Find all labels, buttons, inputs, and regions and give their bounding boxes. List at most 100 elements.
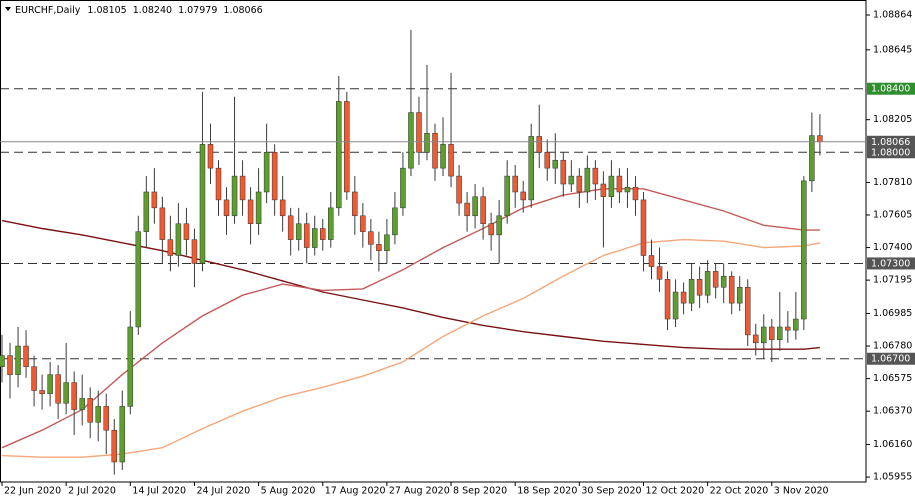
candle-body <box>817 135 823 143</box>
level-badge <box>867 352 915 365</box>
candle-body <box>223 199 230 217</box>
y-tick-label: 1.07810 <box>873 177 912 188</box>
y-tick-label: 1.05955 <box>873 472 912 483</box>
candle-body <box>287 215 294 240</box>
level-label: 1.06700 <box>871 354 910 365</box>
level-label: 1.08000 <box>871 147 910 158</box>
candle-body <box>247 199 254 224</box>
candle-body <box>135 231 142 328</box>
moving-average <box>1 238 821 458</box>
candle-body <box>664 279 671 320</box>
candle-body <box>536 136 542 153</box>
candle-body <box>127 326 134 407</box>
y-tick-label: 1.06985 <box>873 308 912 319</box>
y-tick-label: 1.07195 <box>873 275 912 286</box>
x-tick-label: 24 Jul 2020 <box>196 486 250 497</box>
y-tick-label: 1.08864 <box>873 10 912 21</box>
low-value: 1.07979 <box>178 5 217 16</box>
candle-body <box>712 271 719 288</box>
candle-body <box>368 231 374 245</box>
candle-body <box>344 101 350 193</box>
candle-body <box>616 175 623 193</box>
level-label: 1.08400 <box>871 84 910 95</box>
candle-body <box>360 215 366 232</box>
candle-body <box>472 196 478 217</box>
open-value: 1.08105 <box>87 5 126 16</box>
candle-body <box>392 207 398 236</box>
candle-body <box>279 199 286 217</box>
candle-body <box>151 191 158 209</box>
candle-body <box>319 228 326 240</box>
y-tick-label: 1.07605 <box>873 209 912 220</box>
x-tick-label: 2 Jul 2020 <box>68 486 116 497</box>
candle-body <box>31 366 37 391</box>
moving-average <box>1 219 820 350</box>
candle-body <box>656 266 663 280</box>
y-tick-label: 1.08205 <box>873 114 912 125</box>
x-tick-label: 5 Aug 2020 <box>261 486 316 497</box>
candle-body <box>15 345 21 375</box>
candle-body <box>632 186 639 201</box>
y-tick-label: 1.06575 <box>873 373 912 384</box>
candle-body <box>680 291 687 304</box>
candle-body <box>672 291 679 320</box>
y-tick-label: 1.06370 <box>873 406 912 417</box>
candle-body <box>183 223 190 240</box>
candle-body <box>231 175 238 217</box>
x-tick-label: 22 Jun 2020 <box>4 486 61 497</box>
candle-body <box>311 228 318 248</box>
candle-body <box>688 279 695 304</box>
candle-body <box>255 191 262 224</box>
candle-body <box>215 167 222 201</box>
moving-average <box>1 188 820 449</box>
level-badge <box>867 82 915 95</box>
candle-body <box>63 382 69 404</box>
candle-body <box>704 271 711 296</box>
candle-body <box>488 223 494 236</box>
candle-body <box>7 355 13 375</box>
candle-body <box>408 112 414 169</box>
menu-arrow <box>5 7 11 11</box>
candle-body <box>744 287 751 336</box>
candle-body <box>71 382 77 410</box>
level-badge <box>867 146 915 159</box>
x-tick-label: 14 Jul 2020 <box>132 486 186 497</box>
candle-body <box>648 255 655 267</box>
level-label: 1.07300 <box>871 258 910 269</box>
candle-body <box>416 112 422 153</box>
candle-body <box>552 159 559 169</box>
candle-body <box>336 101 342 209</box>
price-label: 1.08066 <box>871 137 910 148</box>
candle-body <box>424 132 430 153</box>
candle-body <box>79 398 85 410</box>
candle-body <box>600 183 607 197</box>
candle-body <box>175 223 182 256</box>
x-tick-label: 12 Oct 2020 <box>645 486 704 497</box>
candle-body <box>87 398 93 423</box>
candle-body <box>809 135 815 182</box>
candle-body <box>159 207 166 240</box>
candle-body <box>480 196 486 224</box>
candle-body <box>263 152 270 193</box>
y-tick-label: 1.06780 <box>873 341 912 352</box>
candle-body <box>328 207 334 240</box>
y-tick-label: 1.08645 <box>873 44 912 55</box>
chart-header: EURCHF,Daily 1.08105 1.08240 1.07979 1.0… <box>15 5 263 16</box>
candle-body <box>271 152 278 201</box>
candle-body <box>544 152 551 169</box>
candle-body <box>103 406 109 431</box>
candle-body <box>728 275 735 304</box>
candle-body <box>793 318 799 331</box>
candle-body <box>528 136 534 201</box>
candle-body <box>400 167 406 209</box>
candle-body <box>119 406 126 463</box>
candle-body <box>696 279 703 296</box>
price-badge <box>867 135 915 148</box>
high-value: 1.08240 <box>133 5 172 16</box>
candle-body <box>736 287 743 304</box>
candle-body <box>199 144 206 264</box>
candle-body <box>777 326 783 340</box>
candle-body <box>512 175 518 193</box>
candle-body <box>376 244 382 251</box>
